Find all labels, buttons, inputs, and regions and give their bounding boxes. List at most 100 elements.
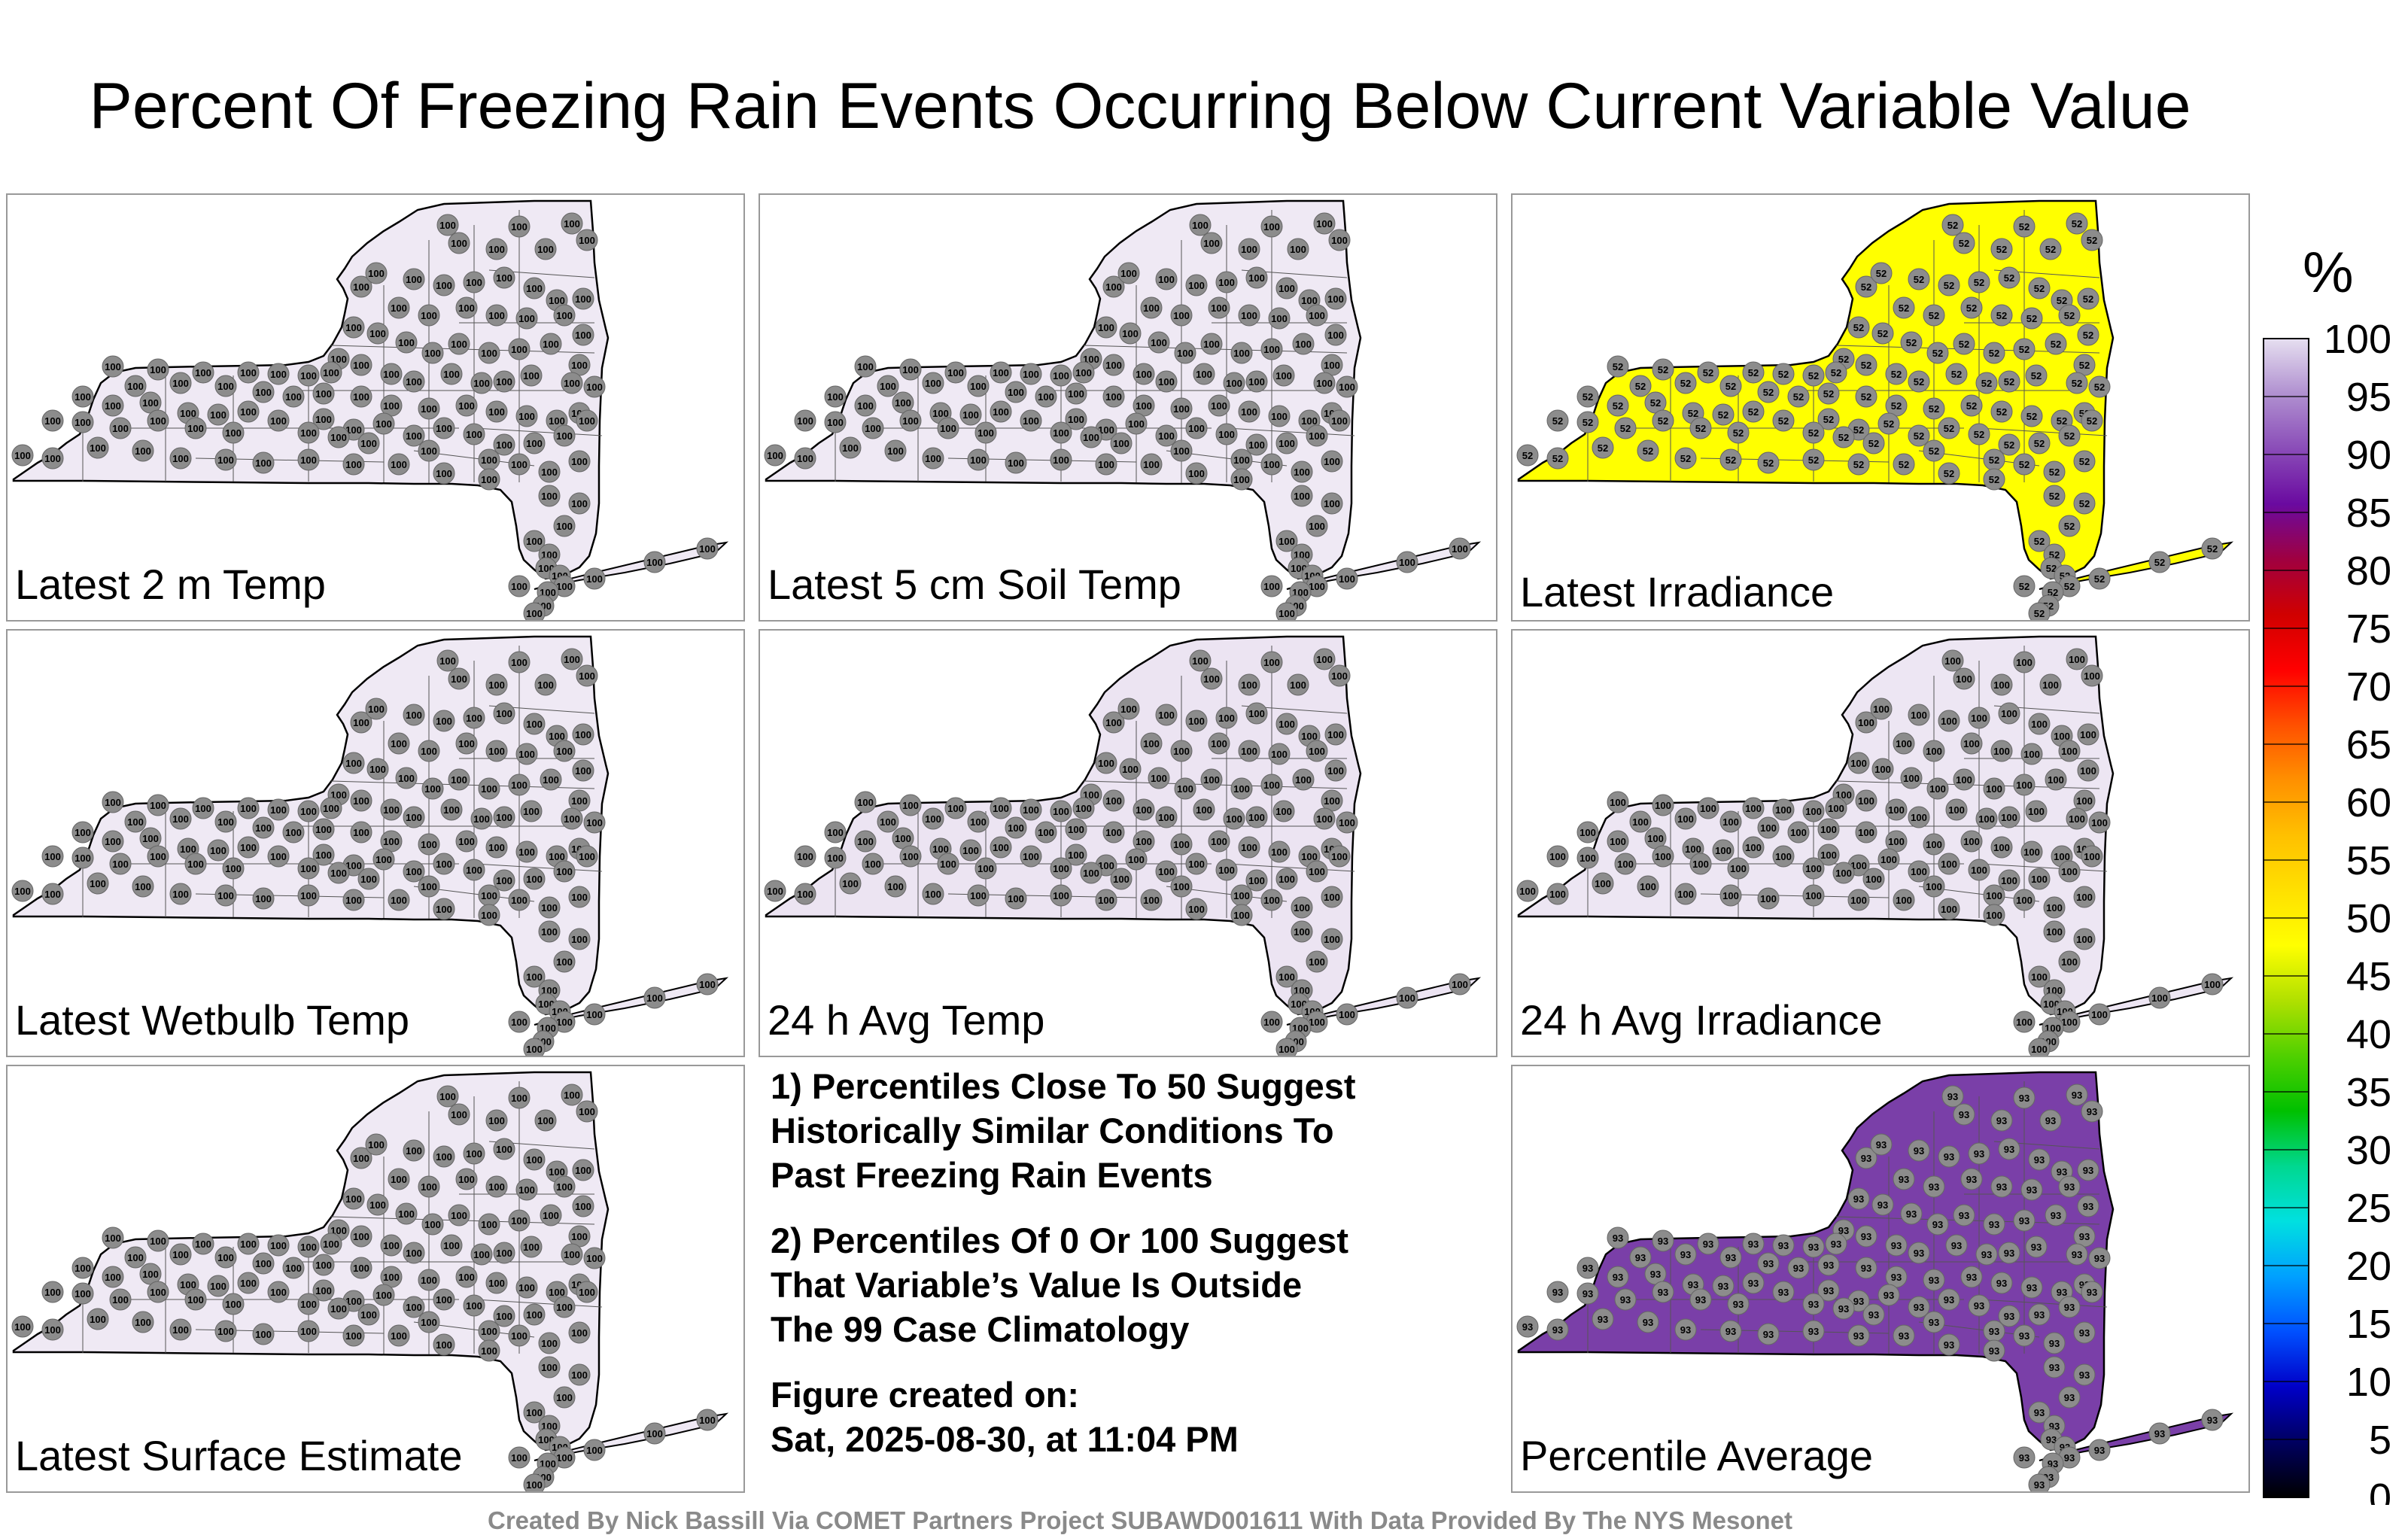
station-dot xyxy=(1035,821,1057,843)
station-marker: 100 xyxy=(102,1226,124,1249)
station-value: 100 xyxy=(1790,827,1807,838)
station-marker: 93 xyxy=(1953,1103,1975,1126)
station-value: 100 xyxy=(977,863,994,874)
station-marker: 100 xyxy=(1893,732,1915,755)
station-dot xyxy=(493,370,515,393)
station-dot xyxy=(2201,973,2224,995)
station-dot xyxy=(1712,839,1735,862)
station-value: 100 xyxy=(270,804,287,816)
station-value: 52 xyxy=(1868,438,1879,449)
station-dot xyxy=(1802,364,1825,387)
station-marker: 100 xyxy=(433,1288,455,1311)
station-value: 100 xyxy=(481,890,497,901)
station-value: 100 xyxy=(1098,459,1114,470)
station-value: 100 xyxy=(74,827,91,838)
station-marker: 100 xyxy=(147,1230,169,1252)
station-value: 100 xyxy=(240,1239,257,1250)
station-dot xyxy=(184,853,207,875)
station-marker: 100 xyxy=(11,444,34,467)
station-value: 100 xyxy=(993,842,1009,853)
station-dot xyxy=(214,884,237,907)
station-value: 100 xyxy=(187,1294,204,1306)
station-dot xyxy=(862,417,884,439)
station-value: 93 xyxy=(2094,1445,2105,1456)
station-dot xyxy=(1215,707,1238,729)
station-marker: 100 xyxy=(1983,884,2005,907)
station-dot xyxy=(169,372,192,394)
station-dot xyxy=(1908,424,1930,447)
station-marker: 93 xyxy=(1652,1281,1674,1303)
station-value: 100 xyxy=(1850,758,1867,769)
station-marker: 100 xyxy=(1208,732,1230,755)
station-marker: 100 xyxy=(1275,1038,1298,1056)
station-value: 100 xyxy=(1519,886,1536,897)
station-dot xyxy=(1855,1147,1877,1169)
station-dot xyxy=(320,797,342,819)
station-value: 100 xyxy=(1192,655,1209,667)
station-marker: 100 xyxy=(455,732,478,755)
station-value: 52 xyxy=(1853,424,1864,436)
station-dot xyxy=(1983,1213,2005,1236)
station-dot xyxy=(583,567,606,590)
station-value: 100 xyxy=(797,415,813,427)
station-value: 100 xyxy=(210,409,227,421)
station-dot xyxy=(1923,740,1945,762)
station-marker: 100 xyxy=(71,847,94,869)
station-marker: 100 xyxy=(764,880,786,902)
station-dot xyxy=(418,1269,440,1291)
station-value: 100 xyxy=(1579,827,1596,838)
station-value: 93 xyxy=(1966,1272,1977,1283)
station-value: 52 xyxy=(1658,415,1668,427)
station-value: 100 xyxy=(962,409,979,421)
station-dot xyxy=(523,1148,546,1171)
station-value: 100 xyxy=(315,824,332,835)
station-dot xyxy=(1174,342,1196,364)
station-value: 52 xyxy=(1650,397,1661,409)
station-value: 100 xyxy=(496,708,512,719)
station-dot xyxy=(959,403,982,426)
station-value: 100 xyxy=(2061,1017,2078,1028)
station-marker: 100 xyxy=(418,740,440,762)
station-marker: 52 xyxy=(1674,447,1697,470)
station-value: 100 xyxy=(1143,895,1160,906)
station-marker: 100 xyxy=(1148,331,1170,354)
station-value: 100 xyxy=(518,313,535,324)
station-dot xyxy=(1260,338,1283,360)
station-value: 100 xyxy=(549,851,565,862)
colorbar-tick-label: 5 xyxy=(2369,1418,2391,1463)
station-dot xyxy=(2077,324,2099,346)
station-value: 100 xyxy=(466,1300,482,1312)
colorbar-tick-label: 60 xyxy=(2346,780,2391,825)
station-marker: 100 xyxy=(1870,698,1893,720)
station-marker: 52 xyxy=(1938,274,1960,296)
station-dot xyxy=(1050,364,1072,387)
station-dot xyxy=(395,331,418,354)
station-dot xyxy=(1155,424,1178,447)
station-dot xyxy=(1802,421,1825,444)
station-marker: 100 xyxy=(267,409,290,432)
station-marker: 100 xyxy=(11,1315,34,1338)
station-value: 100 xyxy=(180,843,196,855)
station-dot xyxy=(71,385,94,408)
station-marker: 100 xyxy=(1321,492,1343,515)
station-dot xyxy=(1230,468,1253,491)
station-marker: 100 xyxy=(1095,316,1117,339)
station-marker: 52 xyxy=(1697,361,1719,384)
colorbar-tick-label: 90 xyxy=(2346,433,2391,478)
station-marker: 100 xyxy=(1336,375,1358,398)
station-value: 93 xyxy=(1929,1275,1939,1286)
station-value: 100 xyxy=(421,1275,437,1286)
station-marker: 100 xyxy=(1272,800,1295,822)
station-marker: 52 xyxy=(2028,432,2051,454)
station-marker: 100 xyxy=(350,385,372,408)
station-value: 52 xyxy=(1884,418,1894,430)
station-dot xyxy=(696,537,719,560)
station-value: 93 xyxy=(2034,1309,2045,1321)
station-marker: 52 xyxy=(1802,448,1825,471)
station-marker: 100 xyxy=(1170,304,1193,327)
station-dot xyxy=(520,800,543,822)
station-marker: 100 xyxy=(1275,713,1298,735)
station-marker: 100 xyxy=(540,333,562,355)
station-value: 93 xyxy=(1598,1314,1608,1325)
station-marker: 93 xyxy=(2013,1087,2036,1109)
